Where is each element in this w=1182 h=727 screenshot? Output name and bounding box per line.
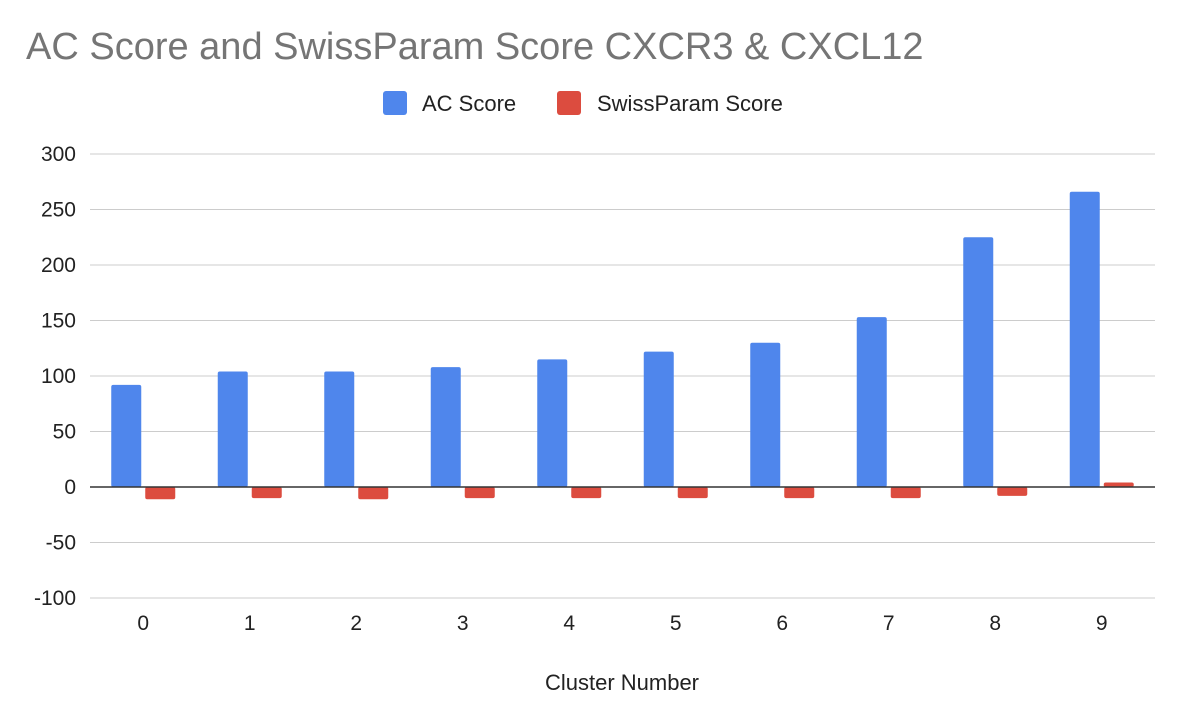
y-tick-label: 300 [41,143,76,166]
bar-swissparam-score [677,487,708,499]
y-tick-label: -50 [46,532,76,555]
bar-ac-score [430,367,461,487]
y-tick-label: 250 [41,199,76,222]
bar-swissparam-score [358,487,389,500]
x-tick-label: 5 [670,612,682,635]
y-tick-label: 50 [53,421,76,444]
bar-ac-score [537,359,568,487]
bars [111,191,1134,500]
y-tick-label: 150 [41,310,76,333]
x-axis-tick-labels: 0 1 2 3 4 5 6 7 8 9 [137,612,1107,635]
bar-ac-score [856,317,887,487]
y-tick-label: -100 [34,587,76,610]
y-axis-tick-labels: 300 250 200 150 100 50 0 -50 -100 [34,143,76,610]
bar-ac-score [1069,191,1100,488]
x-tick-label: 4 [563,612,575,635]
bar-ac-score [750,342,781,487]
bar-swissparam-score [1103,482,1134,487]
x-tick-label: 3 [457,612,469,635]
x-tick-label: 6 [776,612,788,635]
bar-ac-score [324,371,355,487]
legend-swatch-swissparam-score [557,91,581,115]
y-tick-label: 0 [64,476,76,499]
legend-label-swissparam-score: SwissParam Score [597,91,783,116]
x-tick-label: 2 [350,612,362,635]
chart-title: AC Score and SwissParam Score CXCR3 & CX… [26,26,924,68]
chart-legend: AC Score SwissParam Score [383,91,783,116]
bar-swissparam-score [784,487,815,499]
x-tick-label: 0 [137,612,149,635]
y-tick-label: 200 [41,254,76,277]
bar-swissparam-score [464,487,495,499]
legend-label-ac-score: AC Score [422,91,516,116]
y-tick-label: 100 [41,365,76,388]
bar-ac-score [217,371,248,487]
legend-swatch-ac-score [383,91,407,115]
bar-swissparam-score [997,487,1028,496]
x-tick-label: 7 [883,612,895,635]
bar-ac-score [111,384,142,487]
bar-ac-score [963,237,994,487]
x-tick-label: 1 [244,612,256,635]
bar-swissparam-score [890,487,921,499]
bar-ac-score [643,351,674,487]
bar-swissparam-score [571,487,602,499]
bar-swissparam-score [251,487,282,499]
grid-lines [90,153,1155,599]
x-axis-title: Cluster Number [545,670,699,695]
bar-swissparam-score [145,487,176,500]
x-tick-label: 8 [989,612,1001,635]
x-tick-label: 9 [1096,612,1108,635]
